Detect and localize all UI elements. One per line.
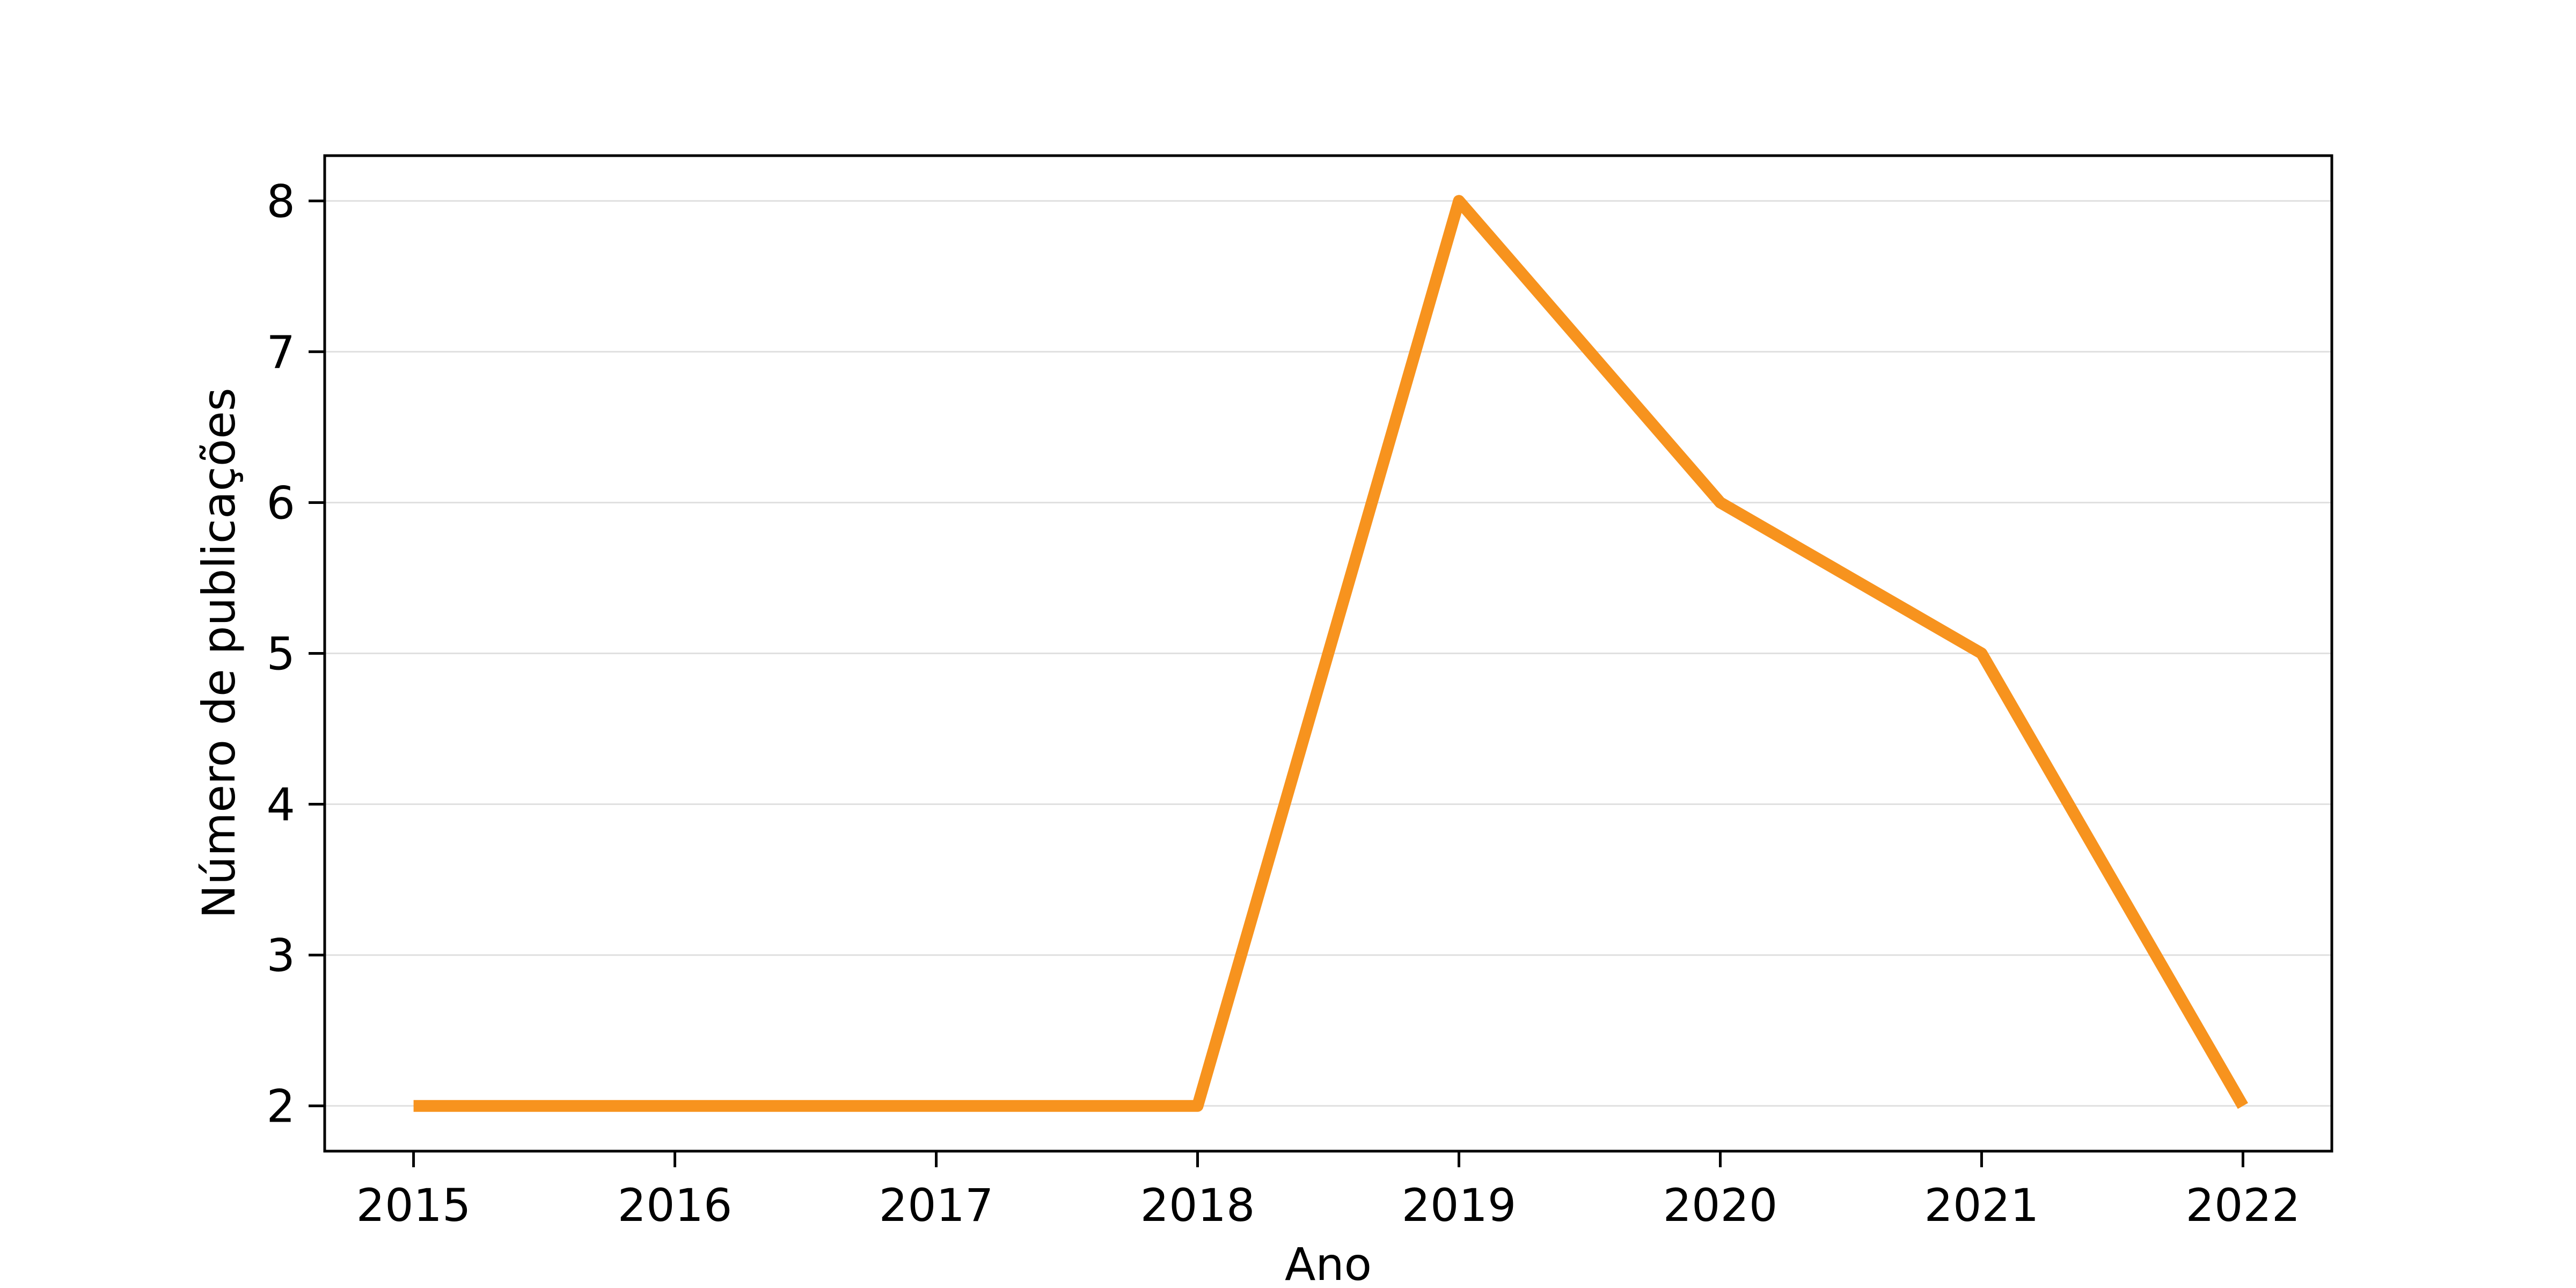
x-axis: 2015 2016 2017 2018 2019 2020 2021 2022 [356, 1151, 2301, 1232]
x-tick-label: 2022 [2186, 1179, 2301, 1232]
x-tick-label: 2019 [1402, 1179, 1517, 1232]
x-tick-label: 2021 [1924, 1179, 2039, 1232]
y-tick-label: 7 [267, 326, 295, 378]
x-tick-label: 2016 [618, 1179, 733, 1232]
y-tick-label: 2 [267, 1080, 295, 1133]
x-axis-label: Ano [1285, 1238, 1372, 1288]
x-tick-label: 2018 [1140, 1179, 1255, 1232]
y-gridlines [325, 200, 2332, 1107]
x-tick-label: 2020 [1663, 1179, 1778, 1232]
x-tick-label: 2015 [356, 1179, 471, 1232]
x-tick-label: 2017 [879, 1179, 994, 1232]
y-tick-label: 4 [267, 779, 295, 831]
y-tick-label: 8 [267, 175, 295, 228]
y-tick-label: 6 [267, 477, 295, 529]
y-tick-label: 3 [267, 930, 295, 982]
y-axis-label: Número de publicações [193, 387, 245, 918]
y-tick-label: 5 [267, 628, 295, 680]
y-axis: 2 3 4 5 6 7 8 [267, 175, 325, 1133]
series-line-0 [413, 195, 2248, 1112]
series-layer [413, 195, 2248, 1112]
